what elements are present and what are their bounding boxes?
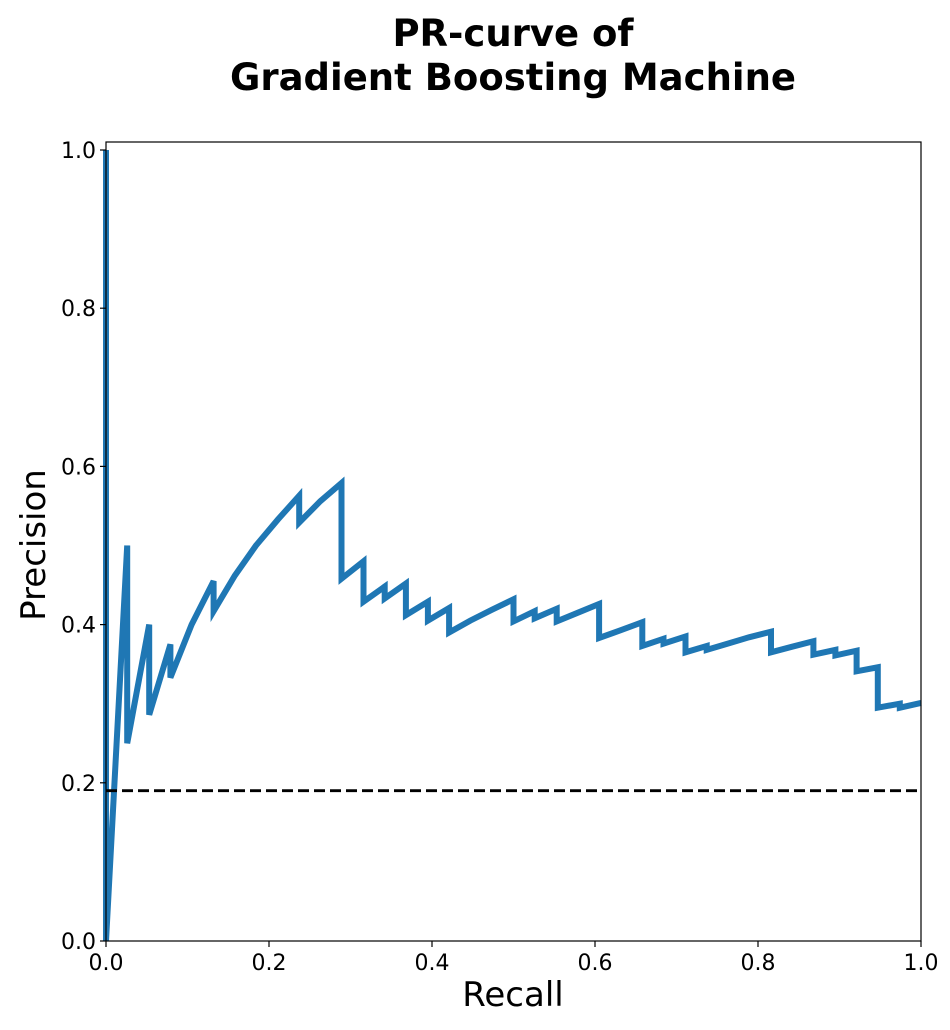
y-tick-label: 0.8	[61, 297, 96, 322]
chart-title-line-2: Gradient Boosting Machine	[230, 56, 796, 99]
x-tick-label: 0.6	[578, 951, 613, 976]
y-axis-ticks: 0.0 0.2 0.4 0.6 0.8 1.0	[61, 139, 106, 955]
x-axis-label: Recall	[462, 975, 563, 1015]
x-tick-label: 0.4	[415, 951, 450, 976]
y-tick-label: 0.4	[61, 614, 96, 639]
x-tick-label: 0.8	[741, 951, 776, 976]
plot-lines	[103, 150, 922, 942]
y-tick-label: 0.0	[61, 930, 96, 955]
x-tick-label: 1.0	[904, 951, 939, 976]
chart-title-line-1: PR-curve of	[392, 12, 634, 55]
pr-curve-line	[103, 150, 922, 942]
x-tick-label: 0.2	[252, 951, 287, 976]
plot-frame	[105, 141, 922, 942]
x-tick-label: 0.0	[89, 951, 124, 976]
y-tick-label: 0.2	[61, 772, 96, 797]
y-tick-label: 0.6	[61, 455, 96, 480]
x-axis-ticks: 0.0 0.2 0.4 0.6 0.8 1.0	[89, 941, 939, 976]
y-tick-label: 1.0	[61, 139, 96, 164]
y-axis-label: Precision	[14, 469, 54, 621]
